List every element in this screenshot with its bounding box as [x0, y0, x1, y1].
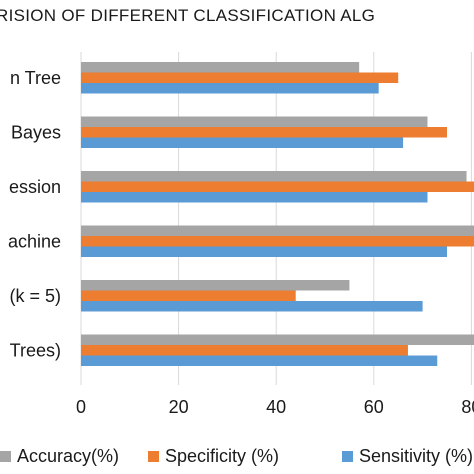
- category-label: Trees): [10, 340, 61, 360]
- x-tick-label: 0: [76, 397, 86, 417]
- category-label: achine: [8, 231, 61, 251]
- bar-specificity-4: [81, 290, 296, 301]
- bar-specificity-0: [81, 72, 399, 83]
- bar-accuracy-3: [81, 225, 474, 236]
- legend-swatch: [148, 451, 159, 462]
- x-tick-label: 60: [364, 397, 384, 417]
- x-tick-label: 80: [461, 397, 474, 417]
- category-label: n Tree: [10, 68, 61, 88]
- x-axis-ticks: 0 20 40 60 80: [76, 397, 474, 417]
- chart-title: RISION OF DIFFERENT CLASSIFICATION ALG: [0, 6, 375, 25]
- legend-swatch: [342, 451, 353, 462]
- bar-accuracy-1: [81, 116, 428, 127]
- bar-sensitivity-4: [81, 301, 423, 312]
- x-tick-label: 40: [266, 397, 286, 417]
- bar-accuracy-4: [81, 280, 350, 291]
- bar-accuracy-2: [81, 171, 467, 182]
- legend-label: Sensitivity (%): [359, 446, 473, 466]
- x-tick-label: 20: [169, 397, 189, 417]
- bar-sensitivity-5: [81, 355, 438, 366]
- bar-sensitivity-3: [81, 246, 447, 257]
- bar-sensitivity-2: [81, 192, 428, 203]
- bar-sensitivity-1: [81, 137, 404, 148]
- category-label: ession: [9, 177, 61, 197]
- bar-accuracy-0: [81, 62, 360, 73]
- legend-label: Specificity (%): [165, 446, 279, 466]
- bar-accuracy-5: [81, 334, 474, 345]
- bar-sensitivity-0: [81, 83, 379, 94]
- bar-specificity-2: [81, 181, 474, 192]
- category-label: (k = 5): [9, 286, 61, 306]
- bar-specificity-5: [81, 345, 408, 356]
- category-label: Bayes: [11, 122, 61, 142]
- bar-specificity-1: [81, 127, 447, 138]
- gridlines: [80, 52, 472, 385]
- bars: [81, 62, 474, 366]
- bar-specificity-3: [81, 236, 474, 247]
- category-labels: n Tree Bayes ession achine (k = 5) Trees): [8, 68, 61, 361]
- legend-swatch: [0, 451, 11, 462]
- legend: Accuracy(%) Specificity (%) Sensitivity (%…: [0, 446, 473, 466]
- legend-label: Accuracy(%): [17, 446, 119, 466]
